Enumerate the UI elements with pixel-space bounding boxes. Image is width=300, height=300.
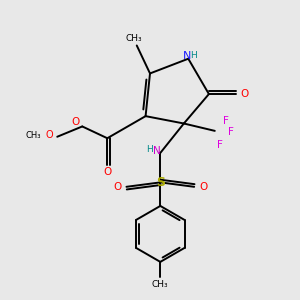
Text: H: H (146, 146, 152, 154)
Text: F: F (217, 140, 223, 150)
Text: F: F (228, 127, 234, 137)
Text: CH₃: CH₃ (125, 34, 142, 43)
Text: N: N (183, 51, 191, 61)
Text: CH₃: CH₃ (152, 280, 169, 290)
Text: O: O (103, 167, 111, 177)
Text: O: O (240, 89, 248, 99)
Text: S: S (156, 176, 165, 189)
Text: N: N (154, 146, 161, 157)
Text: O: O (199, 182, 207, 192)
Text: H: H (190, 51, 197, 60)
Text: CH₃: CH₃ (26, 131, 41, 140)
Text: O: O (45, 130, 53, 140)
Text: O: O (72, 117, 80, 127)
Text: O: O (113, 182, 122, 192)
Text: F: F (223, 116, 229, 126)
